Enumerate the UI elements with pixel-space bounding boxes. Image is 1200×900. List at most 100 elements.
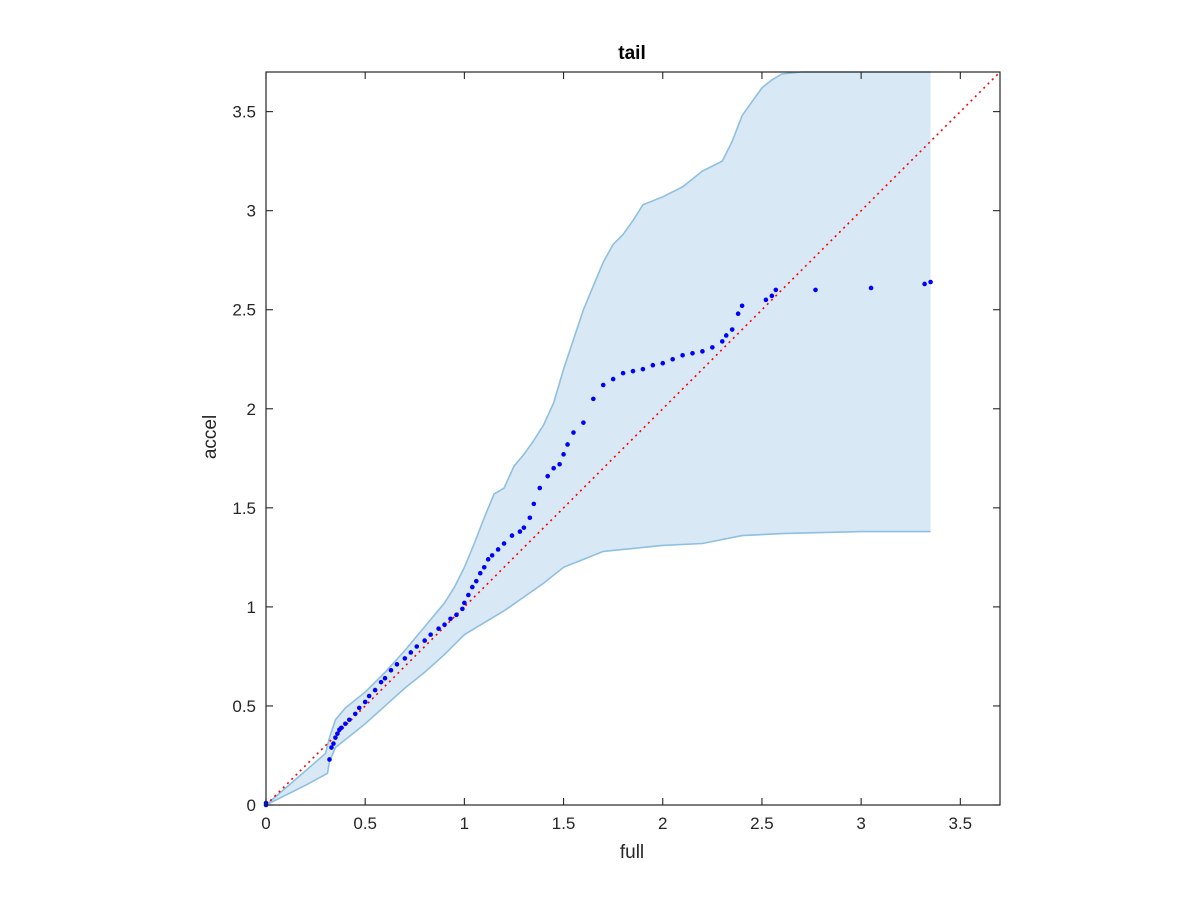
data-point bbox=[531, 501, 537, 507]
data-point bbox=[551, 465, 556, 471]
data-point bbox=[335, 731, 340, 736]
data-point bbox=[769, 293, 775, 299]
data-point bbox=[723, 333, 729, 338]
data-point bbox=[477, 570, 483, 576]
data-point bbox=[382, 675, 388, 681]
y-tick-label: 3 bbox=[247, 202, 256, 221]
data-point bbox=[454, 612, 459, 618]
data-point bbox=[680, 352, 685, 358]
chart-title: tail bbox=[618, 43, 645, 64]
data-point bbox=[610, 376, 616, 382]
data-point bbox=[650, 362, 656, 368]
data-point bbox=[485, 557, 491, 562]
axes-layer bbox=[265, 71, 1001, 806]
data-point bbox=[327, 757, 332, 762]
y-tick-label: 3.5 bbox=[232, 103, 256, 122]
confidence-band-layer bbox=[265, 71, 931, 806]
x-tick-label: 0 bbox=[261, 814, 270, 833]
data-point bbox=[473, 578, 479, 584]
data-point bbox=[735, 311, 741, 316]
data-point bbox=[362, 699, 368, 705]
data-point bbox=[581, 420, 586, 425]
data-point bbox=[489, 553, 495, 558]
data-point bbox=[388, 667, 394, 673]
data-point bbox=[561, 452, 566, 457]
reference-line bbox=[265, 71, 1001, 806]
x-tick-label: 3 bbox=[856, 814, 865, 833]
data-point bbox=[462, 600, 467, 606]
x-axis-label: full bbox=[620, 842, 644, 863]
data-point bbox=[422, 638, 428, 643]
x-tick-label: 1.5 bbox=[552, 814, 576, 833]
data-point bbox=[571, 430, 576, 435]
data-point bbox=[620, 370, 626, 376]
data-point bbox=[690, 351, 695, 356]
data-point bbox=[442, 622, 447, 628]
data-point bbox=[408, 650, 414, 655]
data-point bbox=[501, 541, 507, 546]
data-point bbox=[517, 529, 523, 534]
data-point bbox=[521, 525, 527, 530]
x-tick-label: 0.5 bbox=[353, 814, 377, 833]
x-tick-label: 3.5 bbox=[949, 814, 973, 833]
data-point bbox=[763, 297, 769, 303]
data-point bbox=[339, 725, 344, 731]
y-tick-label: 2 bbox=[247, 400, 256, 419]
data-point bbox=[868, 285, 874, 291]
data-point bbox=[527, 515, 533, 521]
data-point bbox=[773, 287, 779, 293]
data-point bbox=[591, 396, 596, 402]
x-tick-label: 1 bbox=[460, 814, 469, 833]
data-point bbox=[356, 705, 362, 711]
data-point bbox=[402, 656, 408, 661]
data-point bbox=[331, 741, 336, 746]
data-point bbox=[928, 279, 933, 285]
data-point bbox=[372, 687, 378, 693]
data-point bbox=[448, 616, 453, 622]
data-point bbox=[537, 485, 543, 491]
data-point bbox=[378, 679, 384, 685]
x-tick-label: 2.5 bbox=[750, 814, 774, 833]
x-tick-label: 2 bbox=[658, 814, 667, 833]
data-point bbox=[719, 339, 725, 344]
confidence-band-lower-edge bbox=[265, 530, 931, 806]
data-point bbox=[922, 281, 927, 287]
y-tick-label: 0 bbox=[247, 796, 256, 815]
data-point bbox=[630, 368, 636, 374]
data-point bbox=[352, 711, 358, 717]
data-point bbox=[466, 592, 471, 598]
axes-frame bbox=[265, 71, 1001, 806]
data-point bbox=[428, 632, 433, 637]
data-point bbox=[565, 442, 570, 447]
data-point bbox=[660, 360, 666, 366]
data-point bbox=[414, 644, 420, 649]
data-point bbox=[557, 461, 562, 467]
confidence-band-fill bbox=[266, 72, 931, 805]
y-tick-label: 0.5 bbox=[232, 697, 256, 716]
data-point bbox=[436, 626, 441, 631]
y-tick-label: 1 bbox=[247, 598, 256, 617]
data-point bbox=[640, 366, 646, 372]
reference-line-layer bbox=[265, 71, 1001, 806]
data-point bbox=[366, 693, 372, 699]
confidence-band-upper-edge bbox=[265, 71, 931, 806]
data-point bbox=[729, 327, 735, 332]
data-point bbox=[600, 382, 606, 388]
data-point bbox=[347, 717, 352, 723]
data-point bbox=[470, 584, 475, 590]
data-point bbox=[394, 662, 400, 667]
data-point bbox=[670, 356, 675, 362]
data-point bbox=[739, 303, 745, 309]
ticks-layer: 0 0.5 1 1.5 2 2.5 3 3.5 0 0.5 1 1.5 2 2.5 3 3.5 bbox=[232, 72, 1000, 833]
data-point bbox=[481, 564, 487, 570]
data-point bbox=[813, 287, 818, 293]
data-point bbox=[329, 745, 334, 750]
data-point bbox=[509, 533, 515, 538]
data-point bbox=[700, 349, 705, 354]
data-point bbox=[343, 721, 348, 727]
y-tick-label: 2.5 bbox=[232, 301, 256, 320]
data-point bbox=[495, 547, 501, 552]
data-point bbox=[333, 735, 338, 740]
